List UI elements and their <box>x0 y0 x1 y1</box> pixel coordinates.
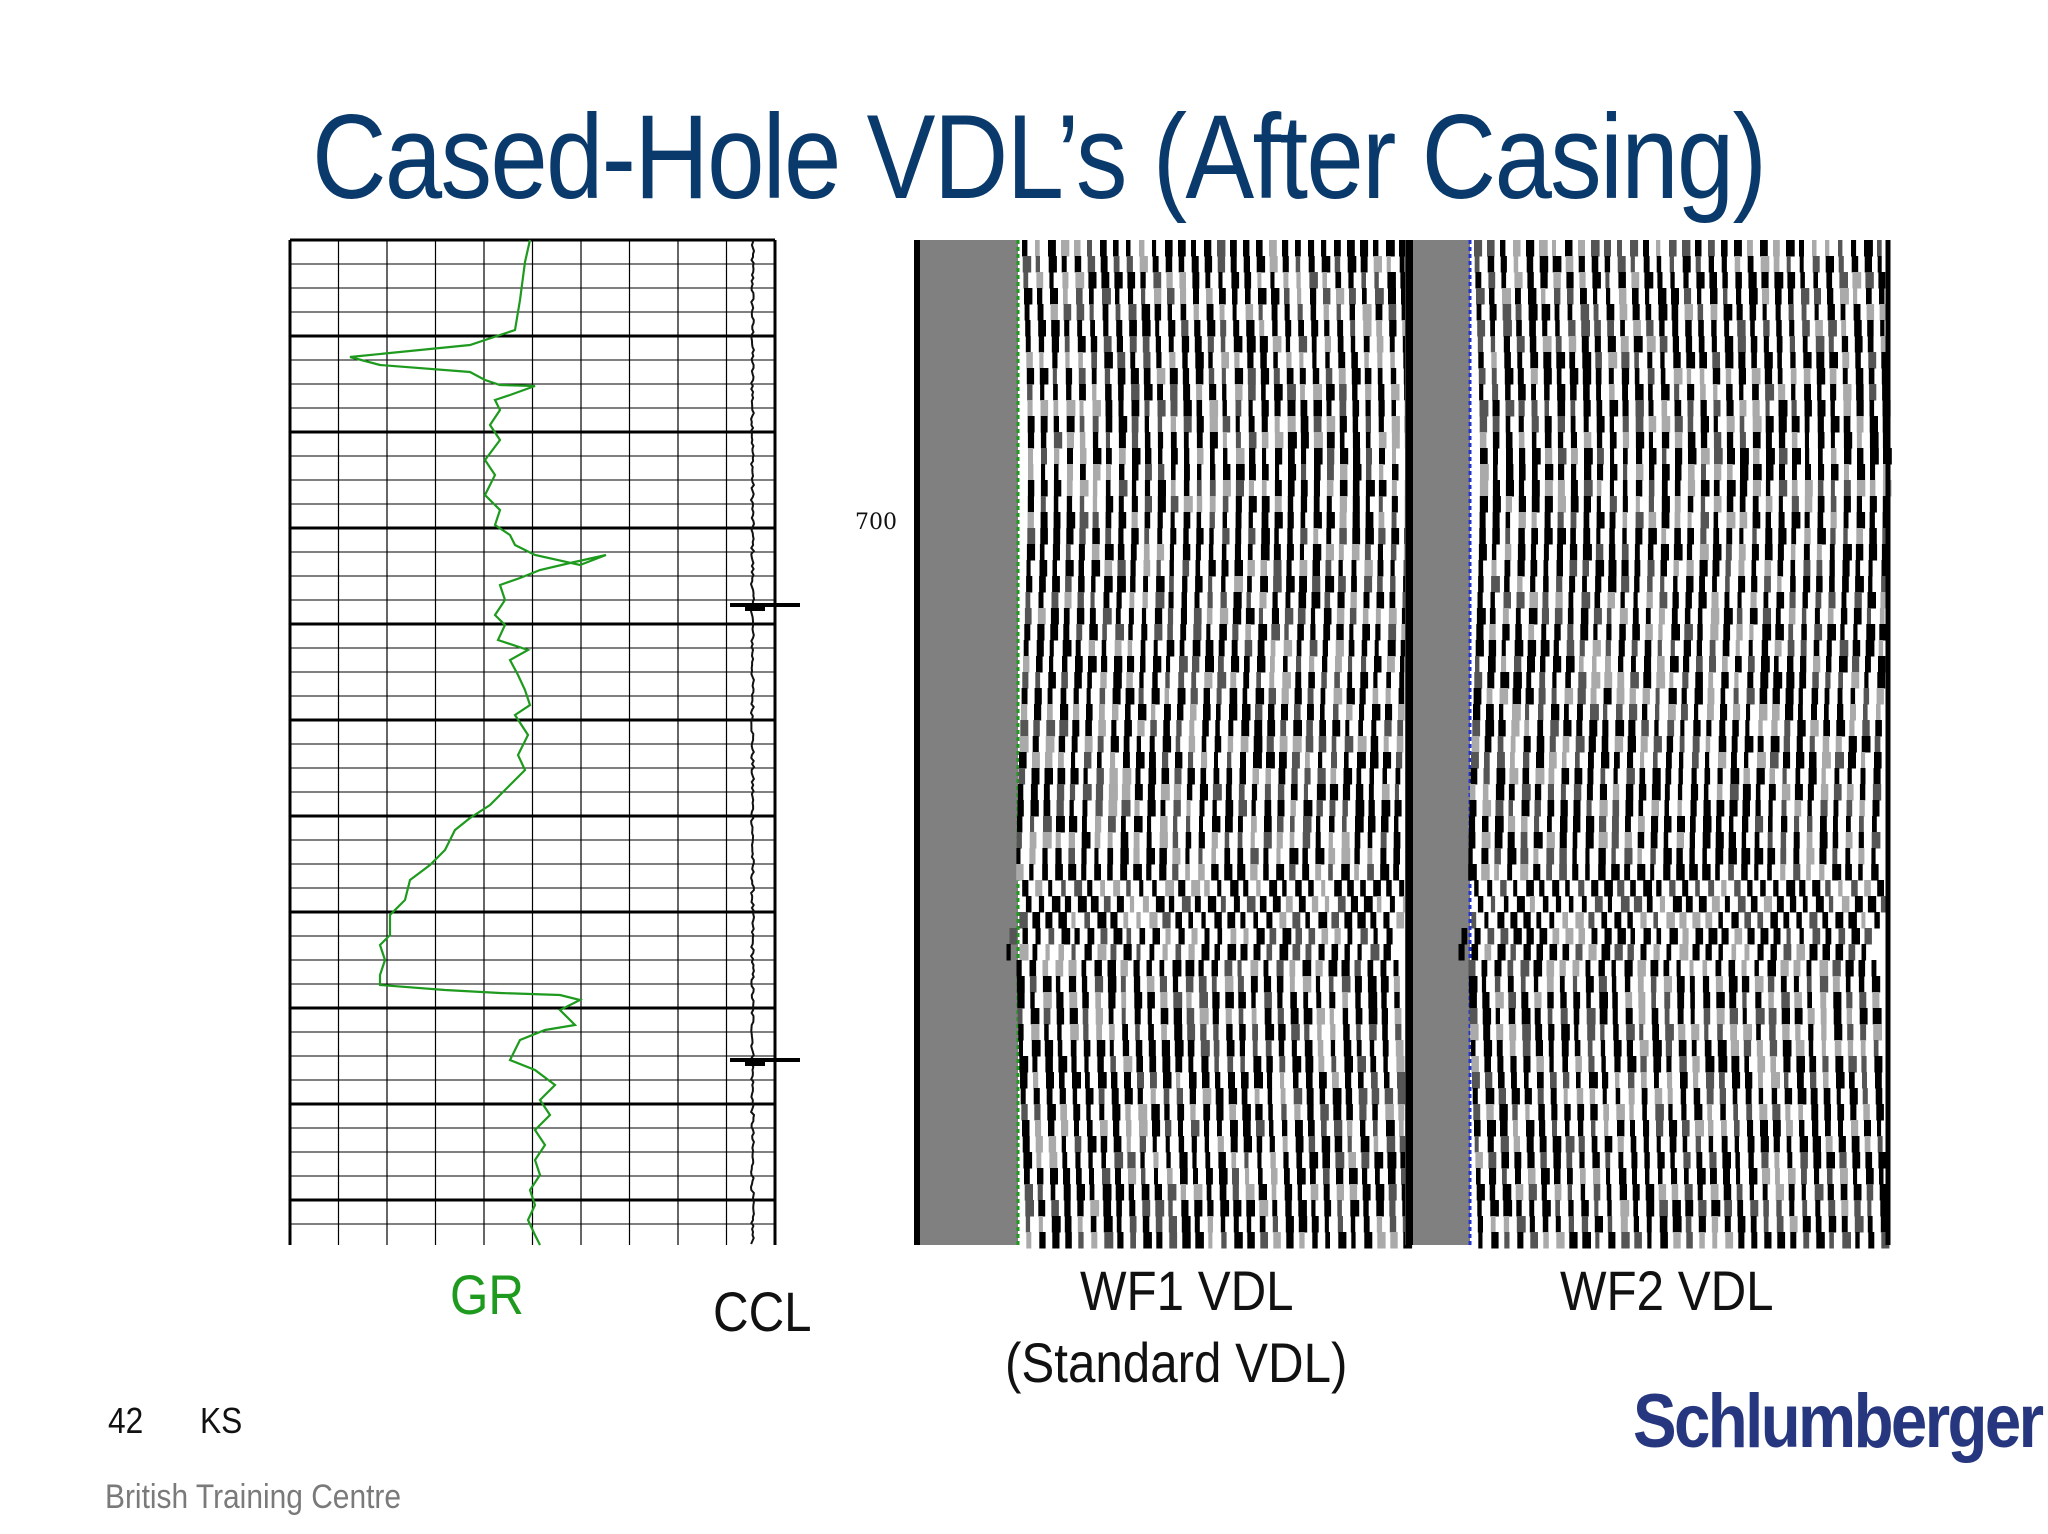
wf1-vdl-sublabel: (Standard VDL) <box>1005 1331 1348 1394</box>
wf1-vdl-panel <box>914 240 1414 1249</box>
ccl-collar-markers <box>730 603 800 1066</box>
page-number: 42 <box>108 1400 144 1441</box>
author-initials: KS <box>200 1400 243 1441</box>
training-centre-label: British Training Centre <box>105 1478 402 1516</box>
slide-title: Cased-Hole VDL’s (After Casing) <box>311 90 1767 224</box>
wf1-vdl-label: WF1 VDL <box>1080 1259 1294 1322</box>
schlumberger-logo: Schlumberger <box>1633 1379 2044 1464</box>
gr-curve <box>349 239 607 1246</box>
wf2-vdl-panel <box>1407 240 1892 1249</box>
log-track-grid <box>288 238 777 1245</box>
ccl-label: CCL <box>713 1280 812 1343</box>
ccl-curve <box>749 239 756 1245</box>
gr-label: GR <box>450 1263 524 1326</box>
depth-label: 700 <box>855 510 897 535</box>
wf2-vdl-label: WF2 VDL <box>1560 1259 1774 1322</box>
